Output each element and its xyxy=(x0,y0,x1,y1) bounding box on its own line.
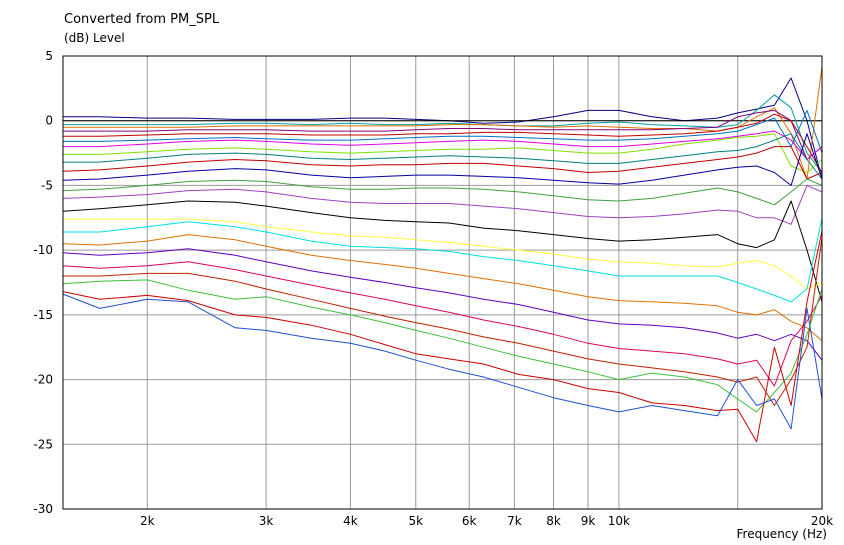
series-line-12 xyxy=(62,133,823,186)
x-axis-label: Frequency (Hz) xyxy=(736,527,828,541)
x-tick-label: 20k xyxy=(811,514,833,528)
y-tick-label: -20 xyxy=(33,373,53,387)
x-tick-label: 5k xyxy=(408,514,423,528)
series-line-6 xyxy=(63,113,823,173)
series-line-23 xyxy=(62,230,823,443)
chart-title: Converted from PM_SPL xyxy=(64,12,220,27)
plot-frame xyxy=(62,55,823,510)
series-line-15 xyxy=(62,200,823,303)
y-tick-label: 5 xyxy=(45,49,53,63)
y-tick-label: -10 xyxy=(33,243,53,257)
series-line-8 xyxy=(63,130,823,160)
series-line-18 xyxy=(62,234,823,342)
series-line-11 xyxy=(62,146,823,180)
series-line-22 xyxy=(62,279,823,413)
x-tick-label: 2k xyxy=(140,514,155,528)
x-tick-label: 9k xyxy=(581,514,596,528)
series-line-21 xyxy=(63,237,823,406)
y-tick-label: 0 xyxy=(45,114,53,128)
plot-area xyxy=(62,55,823,510)
series-line-7 xyxy=(63,109,823,154)
series-line-13 xyxy=(62,178,823,206)
series-line-17 xyxy=(63,217,823,303)
series-line-19 xyxy=(62,248,823,361)
series-line-10 xyxy=(63,133,823,180)
x-tick-label: 7k xyxy=(507,514,522,528)
y-tick-label: -30 xyxy=(33,502,53,516)
series-line-9 xyxy=(63,133,823,173)
y-tick-label: -25 xyxy=(33,437,53,451)
series-line-20 xyxy=(62,261,823,387)
series-line-14 xyxy=(62,184,823,225)
x-tick-label: 8k xyxy=(546,514,561,528)
y-tick-label: -15 xyxy=(33,308,53,322)
series-line-1 xyxy=(63,77,823,180)
x-tick-label: 6k xyxy=(462,514,477,528)
x-tick-label: 10k xyxy=(608,514,630,528)
series-line-5 xyxy=(63,109,823,160)
y-tick-label: -5 xyxy=(41,178,53,192)
y-axis-label: (dB) Level xyxy=(64,31,125,45)
series-line-16 xyxy=(63,218,823,290)
series-line-4 xyxy=(63,66,823,180)
series-line-24 xyxy=(62,293,823,430)
x-tick-label: 4k xyxy=(343,514,358,528)
x-tick-label: 3k xyxy=(259,514,274,528)
